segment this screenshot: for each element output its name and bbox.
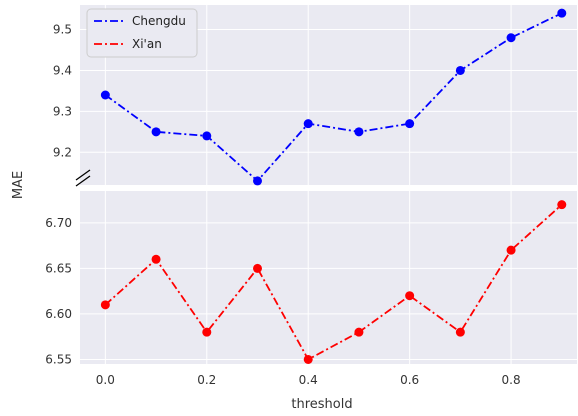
data-point-1-9	[557, 200, 567, 210]
data-point-1-1	[151, 254, 161, 264]
x-tick-label: 0.8	[502, 373, 521, 387]
data-point-0-1	[151, 127, 161, 137]
legend-xian-label: Xi'an	[132, 37, 162, 51]
data-point-1-3	[253, 263, 262, 273]
series-line-1	[104, 203, 563, 361]
data-point-1-5	[354, 327, 364, 337]
y-tick-label: 6.60	[45, 307, 72, 321]
x-tick-label: 0.4	[299, 373, 318, 387]
axis-break-icon	[75, 169, 91, 187]
data-point-0-4	[303, 119, 313, 129]
data-point-0-6	[405, 119, 415, 129]
y-tick-label: 9.4	[53, 63, 72, 77]
legend: Chengdu Xi'an	[86, 8, 198, 58]
data-point-0-5	[354, 127, 364, 137]
series-line-0	[104, 12, 563, 183]
data-point-1-7	[455, 327, 465, 337]
data-point-1-0	[100, 300, 110, 310]
data-point-0-8	[506, 33, 516, 43]
y-tick-label: 9.2	[53, 145, 72, 159]
data-point-1-4	[303, 354, 313, 364]
data-point-1-8	[506, 245, 516, 255]
data-point-0-0	[100, 90, 110, 100]
y-tick-label: 9.5	[53, 23, 72, 37]
data-point-1-2	[202, 327, 212, 337]
data-point-1-6	[405, 291, 415, 301]
y-axis-label: MAE	[11, 171, 26, 199]
y-tick-label: 6.65	[45, 261, 72, 275]
data-point-0-3	[253, 176, 262, 186]
x-axis-label: threshold	[291, 397, 352, 412]
data-point-0-2	[202, 131, 212, 141]
x-tick-label: 0.6	[400, 373, 419, 387]
x-tick-label: 0.2	[197, 373, 216, 387]
legend-chengdu-label: Chengdu	[132, 14, 186, 28]
y-tick-label: 6.70	[45, 216, 72, 230]
series-lines	[104, 12, 563, 361]
tick-labels: 0.0 0.2 0.4 0.6 0.8 9.2 9.3 9.4 9.5 6.55 6.60 6.65 6…	[45, 23, 520, 387]
x-tick-label: 0.0	[96, 373, 115, 387]
bottom-plot-background	[80, 191, 577, 364]
data-point-0-7	[455, 65, 465, 75]
data-point-0-9	[557, 8, 567, 18]
series-markers	[100, 8, 567, 364]
y-tick-label: 9.3	[53, 104, 72, 118]
y-tick-label: 6.55	[45, 352, 72, 366]
